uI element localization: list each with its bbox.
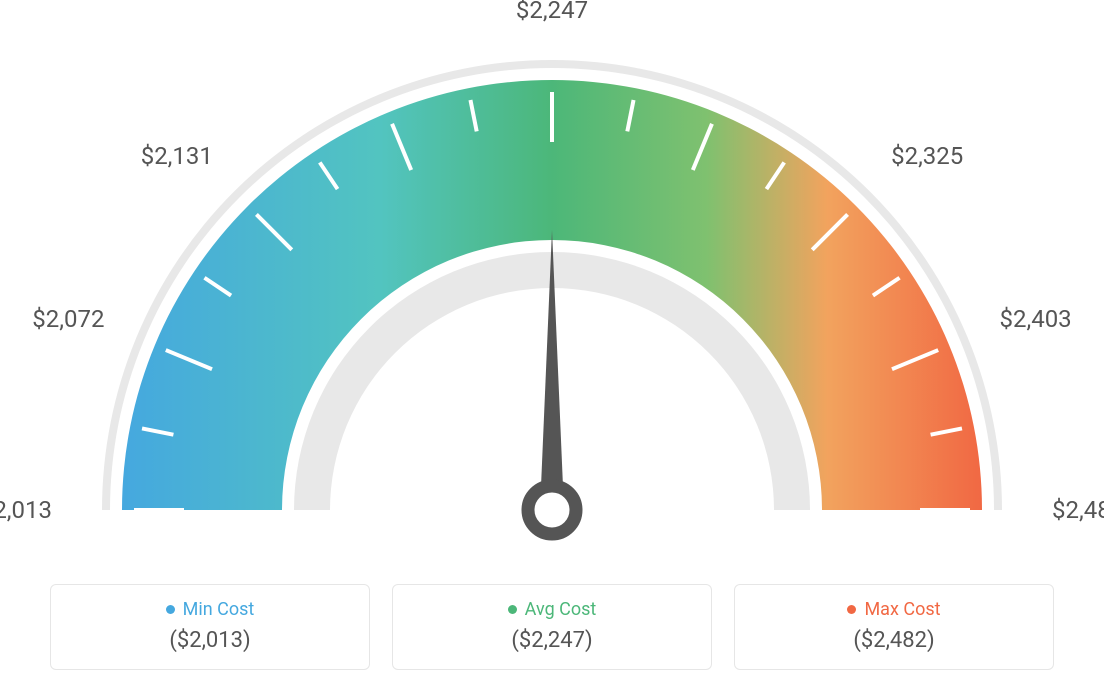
- legend-card: Min Cost ($2,013): [50, 584, 370, 670]
- gauge-svg: [0, 30, 1104, 560]
- legend-row: Min Cost ($2,013) Avg Cost ($2,247) Max Cost…: [0, 584, 1104, 670]
- gauge-needle-hub: [528, 486, 576, 534]
- gauge-tick-label: $2,247: [516, 0, 588, 24]
- legend-title: Min Cost: [183, 599, 255, 620]
- gauge-container: $2,013$2,072$2,131$2,247$2,325$2,403$2,4…: [0, 30, 1104, 560]
- gauge-tick-label: $2,072: [32, 305, 104, 333]
- legend-title: Max Cost: [864, 599, 940, 620]
- gauge-tick-label: $2,131: [141, 142, 213, 170]
- legend-value: ($2,013): [71, 628, 349, 653]
- legend-dot-icon: [508, 605, 517, 614]
- legend-card: Max Cost ($2,482): [734, 584, 1054, 670]
- gauge-tick-label: $2,325: [891, 142, 963, 170]
- gauge-tick-label: $2,013: [0, 496, 52, 524]
- gauge-tick-label: $2,403: [1000, 305, 1072, 333]
- legend-dot-icon: [847, 605, 856, 614]
- legend-title-row: Max Cost: [755, 599, 1033, 620]
- legend-dot-icon: [166, 605, 175, 614]
- legend-title-row: Avg Cost: [413, 599, 691, 620]
- legend-title-row: Min Cost: [71, 599, 349, 620]
- legend-title: Avg Cost: [525, 599, 597, 620]
- legend-value: ($2,247): [413, 628, 691, 653]
- legend-value: ($2,482): [755, 628, 1033, 653]
- gauge-tick-label: $2,482: [1052, 496, 1104, 524]
- legend-card: Avg Cost ($2,247): [392, 584, 712, 670]
